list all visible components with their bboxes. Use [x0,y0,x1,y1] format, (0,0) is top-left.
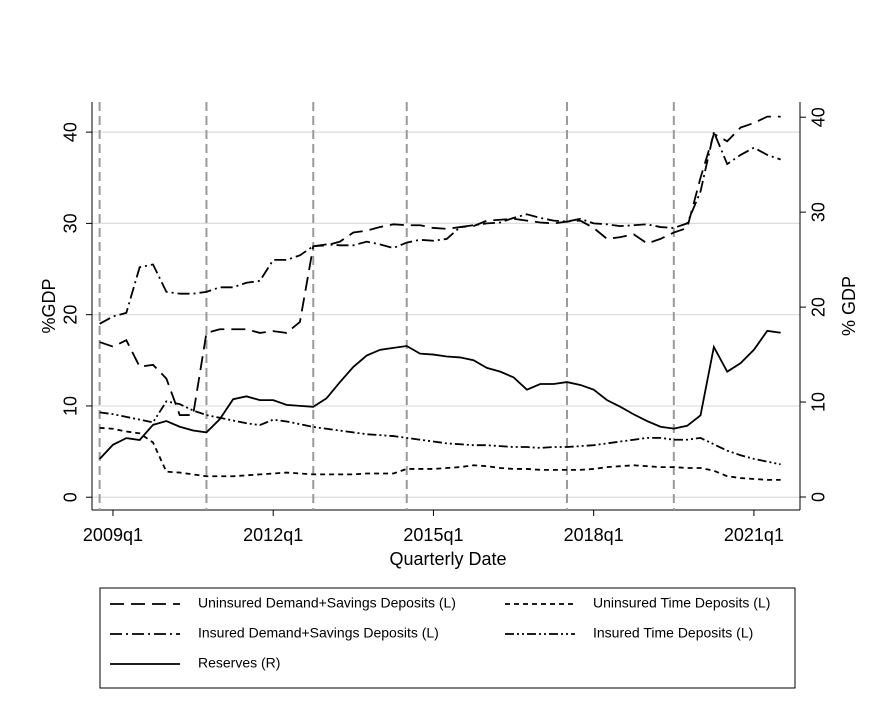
x-tick-label: 2009q1 [83,525,143,545]
y-tick-label: 10 [61,396,81,416]
data-line [98,329,781,460]
legend-box [99,587,796,689]
legend-label: Uninsured Time Deposits (L) [593,595,770,611]
y2-tick-label: 10 [809,392,829,412]
x-axis-label: Quarterly Date [389,549,506,569]
y-tick-label: 30 [61,213,81,233]
y-tick-label: 20 [61,305,81,325]
x-tick-label: 2012q1 [243,525,303,545]
y2-tick-label: 0 [809,492,829,502]
data-line [99,115,781,416]
x-tick-label: 2018q1 [564,525,624,545]
legend-label: Insured Demand+Savings Deposits (L) [198,625,439,641]
x-tick-label: 2021q1 [724,525,784,545]
x-tick-label: 2015q1 [403,525,463,545]
y2-tick-label: 40 [809,107,829,127]
y-tick-label: 40 [61,122,81,142]
legend: Uninsured Demand+Savings Deposits (L) Uni… [110,595,770,671]
data-line [99,129,781,325]
data-line [99,426,781,481]
data-line [99,400,781,466]
y2-tick-label: 30 [809,202,829,222]
y-axis-label: %GDP [39,278,59,333]
y2-axis-label: % GDP [839,276,859,336]
y2-tick-label: 20 [809,297,829,317]
legend-label: Uninsured Demand+Savings Deposits (L) [198,595,456,611]
y-tick-label: 0 [61,492,81,502]
legend-label: Reserves (R) [198,655,280,671]
legend-label: Insured Time Deposits (L) [593,625,753,641]
